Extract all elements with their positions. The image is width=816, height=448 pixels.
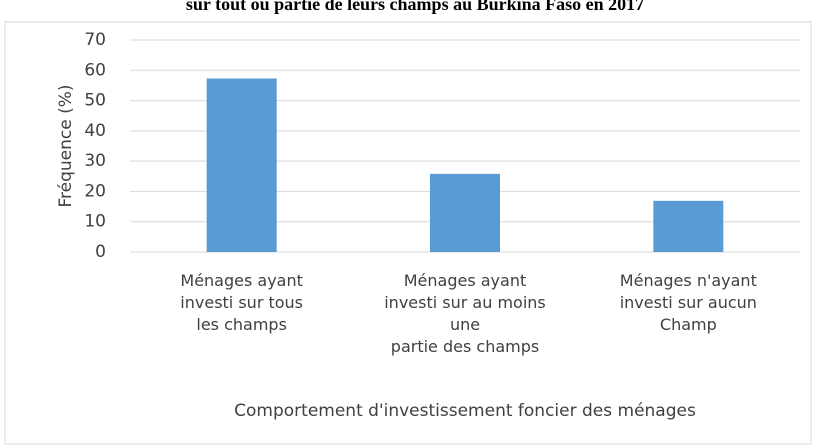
y-axis-label: Fréquence (%): [56, 84, 76, 207]
x-tick-label: Ménages n'ayant investi sur aucun Champ: [619, 271, 757, 334]
bar: [206, 78, 277, 252]
y-tick-label: 40: [84, 121, 106, 141]
chart-border: [4, 21, 812, 445]
y-tick-label: 0: [95, 242, 106, 262]
y-tick-label: 50: [84, 91, 106, 111]
y-tick-label: 70: [84, 30, 106, 50]
x-tick-label: Ménages ayant investi sur au moins une p…: [384, 271, 546, 356]
x-axis-label: Comportement d'investissement foncier de…: [234, 401, 696, 421]
y-tick-label: 60: [84, 60, 106, 80]
y-tick-label: 10: [84, 212, 106, 232]
y-tick-label: 30: [84, 151, 106, 171]
x-tick-label: Ménages ayant investi sur tous les champ…: [180, 271, 304, 334]
y-tick-label: 20: [84, 181, 106, 201]
bar: [430, 173, 500, 252]
chart-title: sur tout ou partie de leurs champs au Bu…: [186, 0, 644, 14]
bar: [653, 200, 724, 252]
